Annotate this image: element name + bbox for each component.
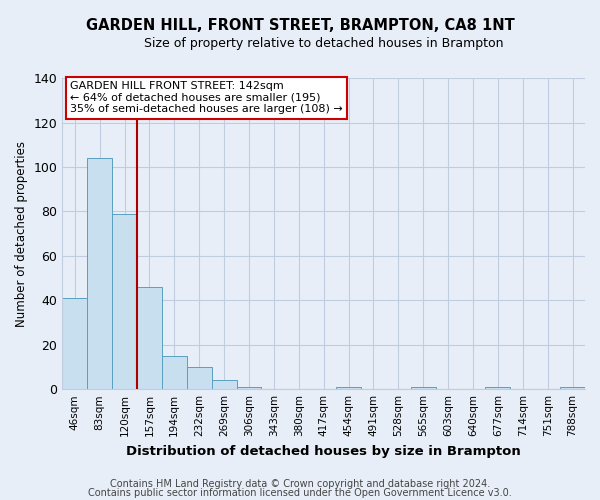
Text: Contains public sector information licensed under the Open Government Licence v3: Contains public sector information licen…: [88, 488, 512, 498]
Text: GARDEN HILL FRONT STREET: 142sqm
← 64% of detached houses are smaller (195)
35% : GARDEN HILL FRONT STREET: 142sqm ← 64% o…: [70, 81, 343, 114]
Bar: [87, 158, 112, 389]
Bar: [137, 287, 162, 389]
Bar: [336, 387, 361, 389]
Bar: [212, 380, 236, 389]
Bar: [485, 387, 511, 389]
Y-axis label: Number of detached properties: Number of detached properties: [15, 140, 28, 326]
Title: Size of property relative to detached houses in Brampton: Size of property relative to detached ho…: [144, 38, 503, 51]
Bar: [187, 367, 212, 389]
Text: Contains HM Land Registry data © Crown copyright and database right 2024.: Contains HM Land Registry data © Crown c…: [110, 479, 490, 489]
Bar: [560, 387, 585, 389]
Bar: [162, 356, 187, 389]
Bar: [62, 298, 87, 389]
Text: GARDEN HILL, FRONT STREET, BRAMPTON, CA8 1NT: GARDEN HILL, FRONT STREET, BRAMPTON, CA8…: [86, 18, 514, 32]
X-axis label: Distribution of detached houses by size in Brampton: Distribution of detached houses by size …: [126, 444, 521, 458]
Bar: [411, 387, 436, 389]
Bar: [236, 387, 262, 389]
Bar: [112, 214, 137, 389]
